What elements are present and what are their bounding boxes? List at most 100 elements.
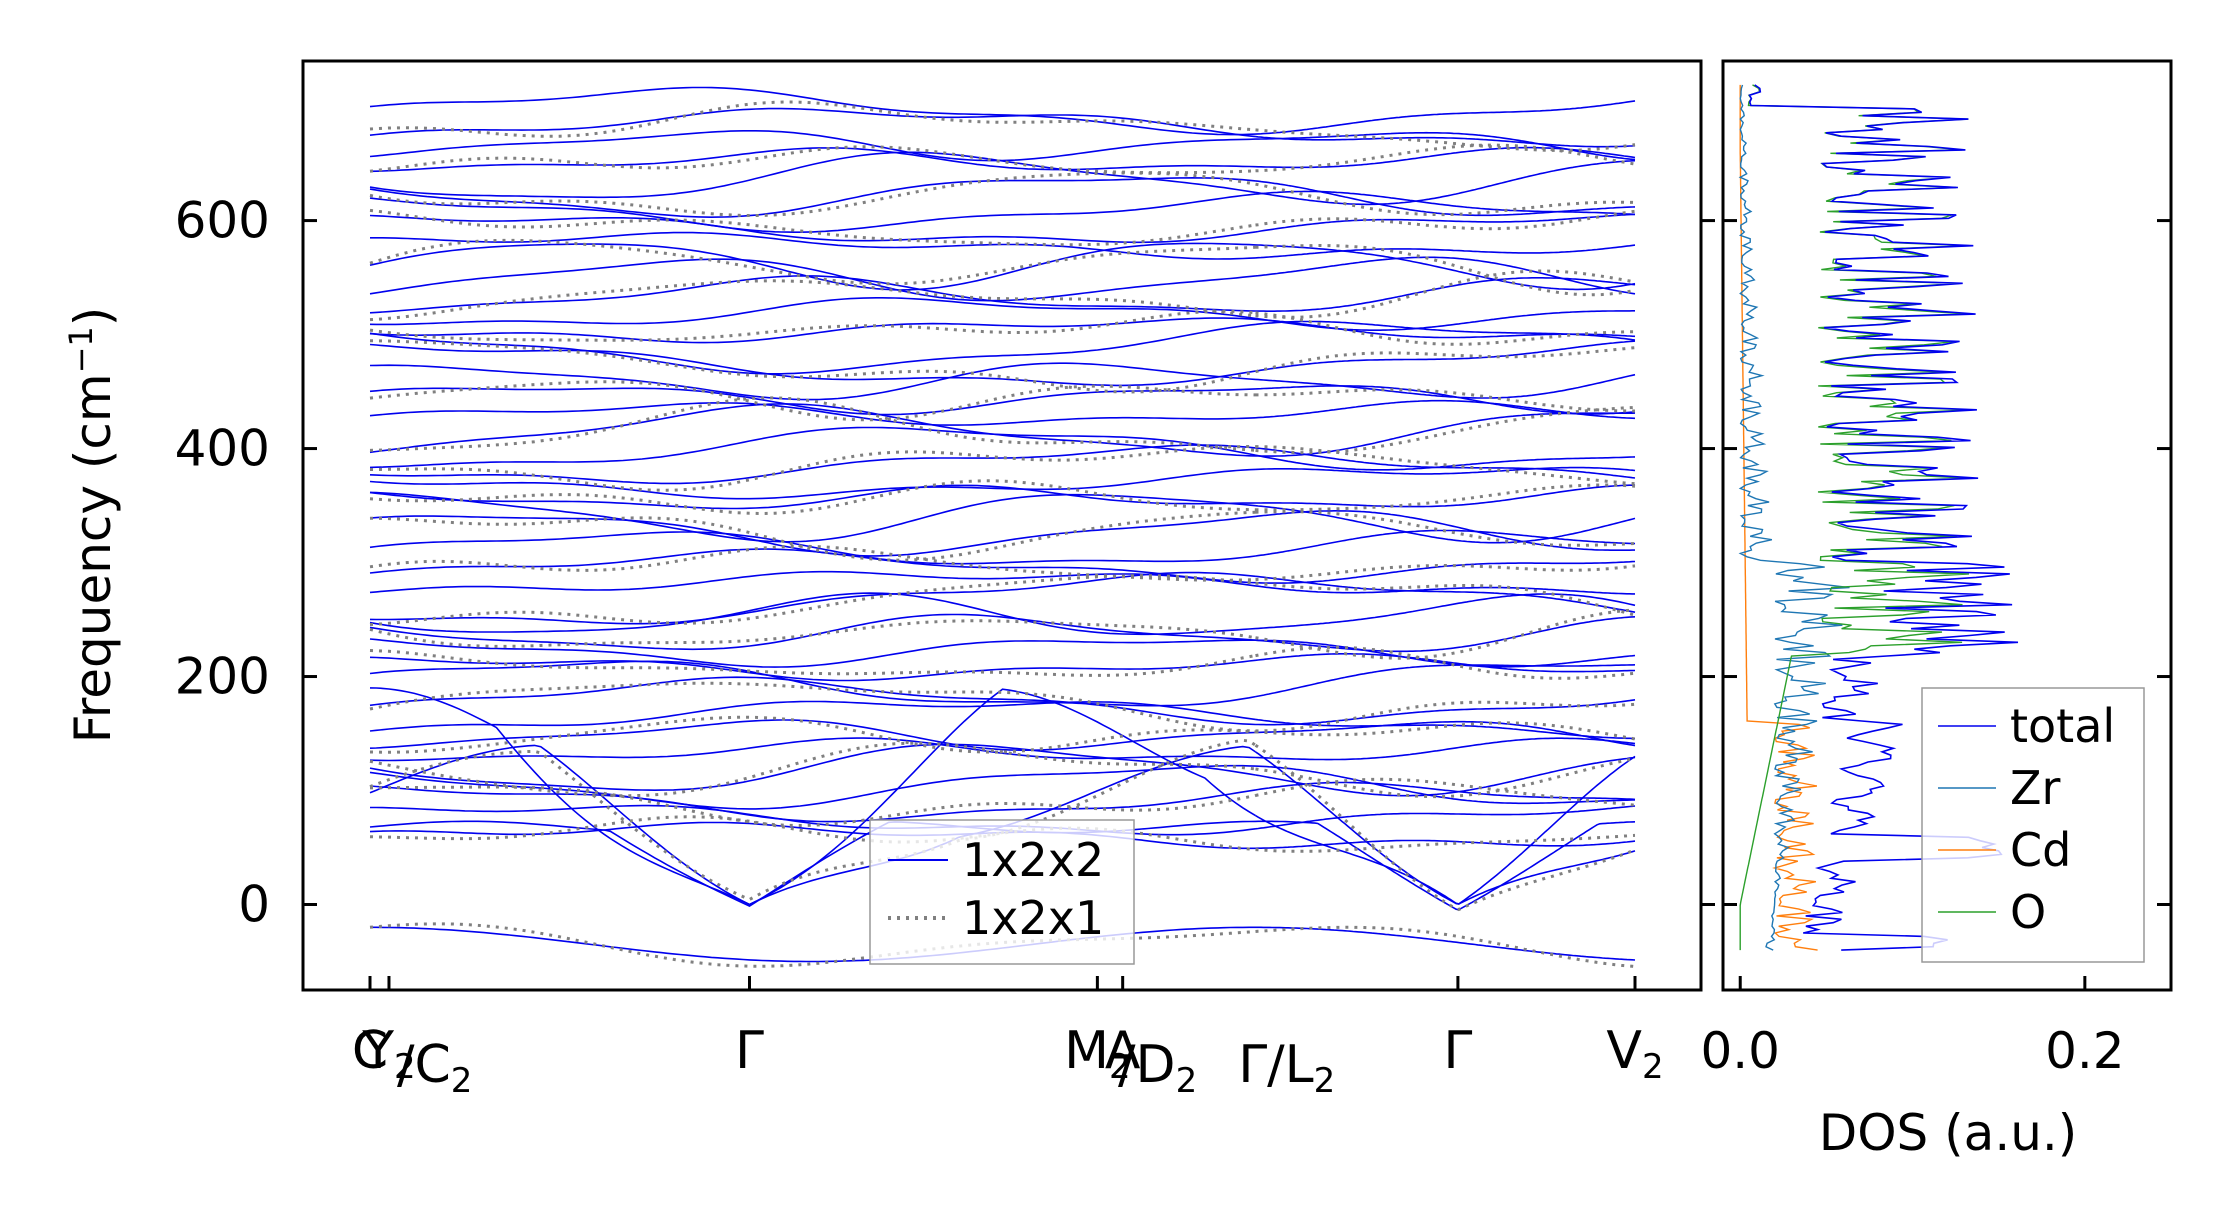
band-line-1x2x2 [369,426,1256,469]
band-line-1x2x1 [369,279,1256,322]
band-line-1x2x2 [1255,820,1636,911]
band-line-1x2x2 [1255,699,1636,726]
band-line-1x2x1 [1255,700,1636,733]
band-line-1x2x2 [1255,256,1636,295]
band-line-1x2x1 [1255,209,1636,231]
band-line-1x2x1 [369,649,1256,677]
band-line-1x2x1 [369,510,1256,562]
band-line-1x2x2 [369,151,1256,199]
legend-label-zr: Zr [2010,761,2061,815]
high-symmetry-sub: 2 [1176,1061,1198,1101]
band-line-1x2x1 [369,619,1256,648]
band-line-1x2x2 [369,343,1256,387]
band-line-1x2x2 [1255,100,1636,135]
band-line-1x2x2 [1255,277,1636,312]
band-line-1x2x2 [1255,159,1636,206]
dos-x-tick-label: 0.2 [2045,1022,2125,1080]
high-symmetry-sub: 2 [451,1061,473,1101]
high-symmetry-sub: 2 [1314,1061,1336,1101]
band-line-1x2x2 [369,515,1256,557]
band-line-1x2x2 [369,468,1256,500]
high-symmetry-slash-label: /C2 [397,1035,472,1101]
high-symmetry-label: M2 [1064,1021,1131,1087]
band-line-1x2x2 [1255,447,1636,479]
band-line-1x2x1 [1255,510,1636,547]
high-symmetry-slash-label: /D2 [1118,1035,1197,1101]
band-line-1x2x1 [369,100,1256,138]
band-line-1x2x2 [369,193,1256,233]
band-line-1x2x1 [1255,777,1636,807]
band-line-1x2x2 [1255,765,1635,805]
band-line-1x2x1 [1255,564,1636,582]
band-line-1x2x2 [1255,529,1636,557]
band-line-1x2x1 [1255,925,1636,969]
band-line-1x2x2 [1255,585,1635,595]
high-symmetry-sub: 2 [394,1047,416,1087]
band-line-1x2x1 [369,145,1256,175]
band-line-1x2x1 [369,208,1256,247]
band-line-1x2x2 [369,700,1256,732]
band-line-1x2x1 [1255,405,1636,455]
band-line-1x2x1 [1255,833,1636,853]
band-line-1x2x1 [1255,269,1636,319]
dos-x-tick-label: 0.0 [1700,1022,1780,1080]
band-line-1x2x2 [369,785,1256,823]
band-line-1x2x2 [369,638,1256,668]
band-line-1x2x2 [369,297,1256,326]
band-line-1x2x1 [1255,182,1636,217]
high-symmetry-label: Γ [735,1021,764,1081]
band-line-1x2x2 [1255,373,1636,399]
high-symmetry-letter: A [1105,1021,1141,1081]
band-line-1x2x2 [369,275,1256,314]
high-symmetry-letter: Γ [735,1021,764,1081]
high-symmetry-letter: Y [361,1021,394,1081]
high-symmetry-label: V2 [1606,1021,1663,1087]
band-line-1x2x2 [1255,805,1636,830]
band-line-1x2x2 [1255,755,1636,905]
band-line-1x2x2 [1255,616,1636,653]
band-line-1x2x2 [369,86,1256,136]
high-symmetry-label: A [1105,1021,1141,1081]
band-line-1x2x2 [369,570,1256,594]
dos-legend: total Zr Cd O [1921,687,2145,963]
high-symmetry-letter: M [1064,1021,1109,1081]
band-line-1x2x2 [369,687,1256,906]
high-symmetry-label: Γ [1443,1021,1472,1081]
band-legend: 1x2x2 1x2x1 [869,819,1135,965]
band-line-1x2x2 [1255,664,1636,698]
band-y-tick-label: 0 [238,876,270,934]
band-line-1x2x1 [369,380,1256,422]
high-symmetry-sub: 2 [1642,1047,1664,1087]
band-line-1x2x1 [1255,645,1636,680]
band-line-1x2x2 [1255,839,1636,850]
legend-label-1x2x1: 1x2x1 [962,891,1104,945]
band-line-1x2x2 [1255,484,1636,508]
band-line-1x2x2 [369,656,1256,682]
band-line-1x2x1 [1255,608,1636,660]
band-line-1x2x2 [369,743,1256,792]
band-line-1x2x1 [1255,756,1636,799]
high-symmetry-letter: /C [397,1035,451,1095]
band-line-1x2x2 [369,592,1256,636]
band-line-1x2x1 [1255,128,1636,152]
band-line-1x2x2 [369,719,1256,751]
band-line-1x2x2 [369,491,1256,543]
band-line-1x2x2 [369,613,1256,651]
high-symmetry-letter: C [352,1021,388,1081]
dos-ticks [1723,219,2171,990]
band-line-1x2x2 [1255,504,1636,544]
band-line-1x2x1 [369,479,1256,516]
y-axis-label: Frequency (cm−1) [62,307,122,744]
band-line-1x2x2 [369,387,1256,416]
band-line-1x2x2 [369,571,1256,625]
band-line-1x2x2 [1255,340,1636,372]
band-line-1x2x2 [369,323,1256,375]
band-line-1x2x2 [1255,751,1636,905]
high-symmetry-sub: 2 [1109,1047,1131,1087]
band-y-tick-label: 600 [175,192,270,250]
band-line-1x2x1 [1255,311,1635,346]
y-axis-label-close: ) [64,307,122,327]
band-line-1x2x1 [1255,483,1636,512]
band-line-1x2x2 [369,531,1256,565]
